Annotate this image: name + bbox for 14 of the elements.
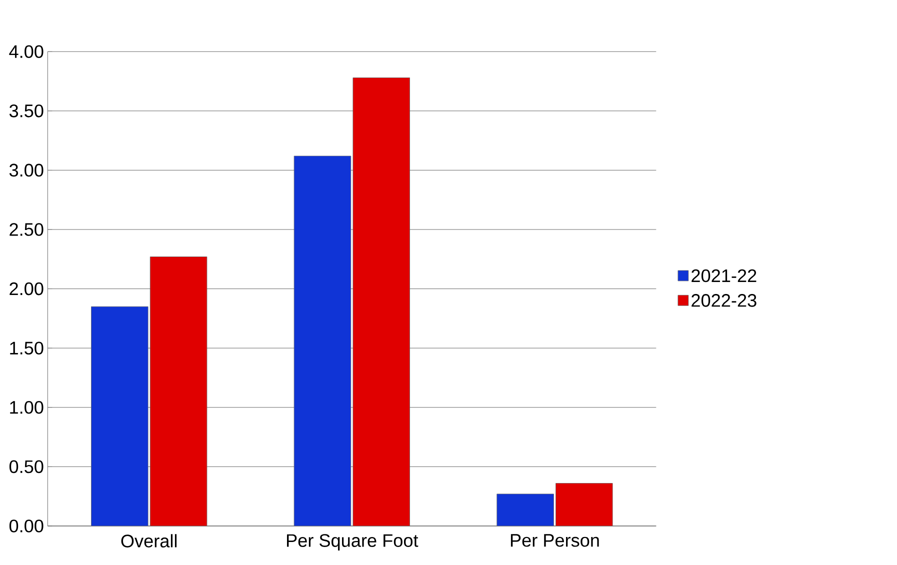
y-tick-label: 3.50 — [9, 104, 44, 118]
legend-label: 2022-23 — [692, 294, 756, 307]
y-tick-label: 4.00 — [9, 45, 44, 58]
x-tick-label: Overall — [121, 534, 177, 548]
y-tick-label: 2.50 — [10, 223, 44, 236]
y-tick-label: 3.00 — [9, 164, 44, 177]
y-tick-label: 0.50 — [9, 460, 44, 474]
x-tick-label: Per Person — [510, 534, 599, 547]
legend-label: 2021-22 — [692, 269, 756, 282]
y-tick-label: 2.00 — [10, 282, 44, 296]
y-tick-label: 1.00 — [10, 401, 44, 414]
x-tick-label: Per Square Foot — [287, 534, 418, 551]
y-tick-label: 0.00 — [9, 520, 44, 533]
y-tick-label: 1.50 — [10, 342, 44, 355]
